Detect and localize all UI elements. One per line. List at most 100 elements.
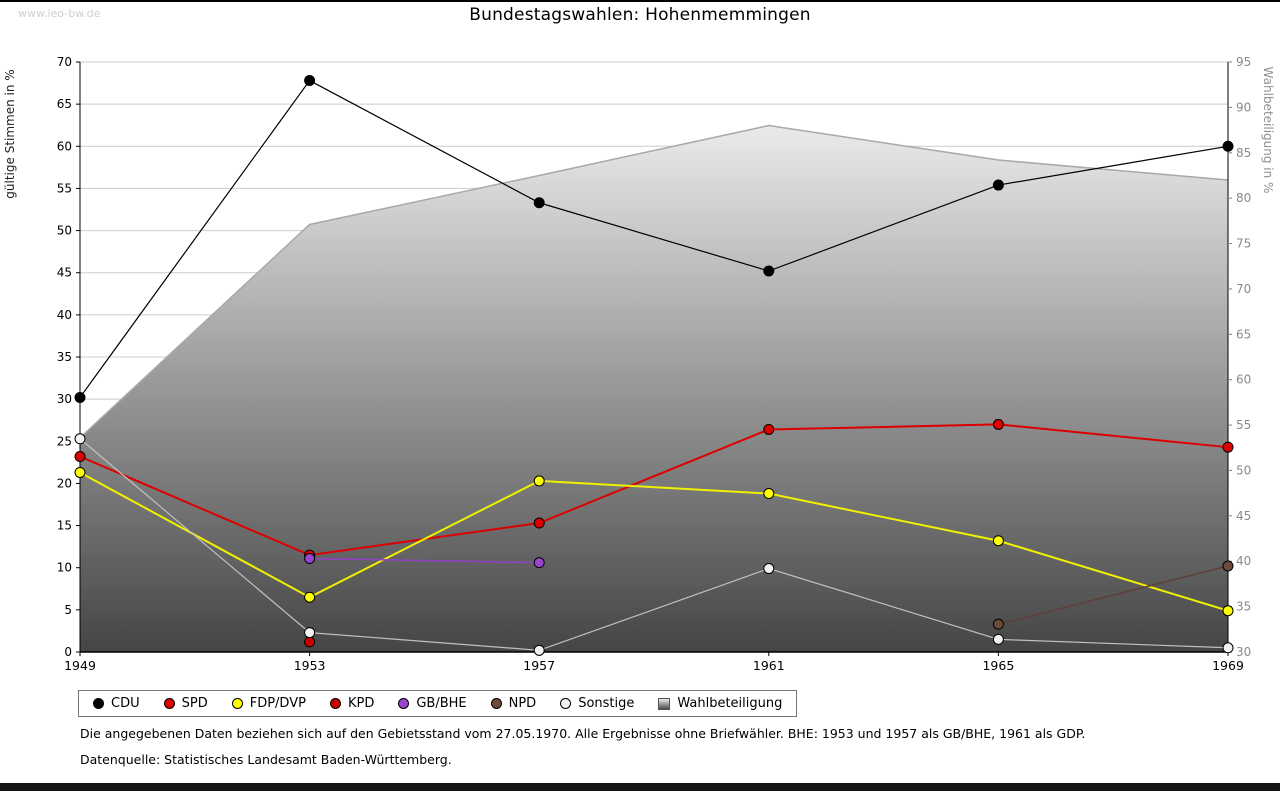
- legend-label-fdp-dvp: FDP/DVP: [249, 696, 306, 711]
- marker-spd: [74, 450, 86, 462]
- svg-text:45: 45: [57, 266, 72, 280]
- marker-spd: [1222, 441, 1234, 453]
- svg-text:90: 90: [1236, 100, 1251, 114]
- svg-text:85: 85: [1236, 146, 1251, 160]
- svg-text:35: 35: [1236, 600, 1251, 614]
- svg-text:1957: 1957: [523, 658, 555, 673]
- marker-gb-bhe: [533, 557, 545, 569]
- svg-text:60: 60: [1236, 373, 1251, 387]
- legend-label-kpd: KPD: [347, 696, 375, 711]
- svg-text:20: 20: [57, 476, 72, 490]
- series-gb-bhe: [304, 552, 545, 569]
- right-axis-title: Wahlbeteiligung in %: [1261, 67, 1275, 194]
- series-marker-icon: [490, 698, 502, 709]
- area-swatch-icon: [658, 697, 671, 710]
- marker-fdp-dvp: [304, 591, 316, 603]
- svg-text:15: 15: [57, 519, 72, 533]
- marker-sonstige: [533, 644, 545, 656]
- marker-sonstige: [992, 633, 1004, 645]
- svg-text:45: 45: [1236, 509, 1251, 523]
- svg-text:10: 10: [57, 561, 72, 575]
- series-marker-icon: [93, 698, 104, 709]
- marker-fdp-dvp: [74, 466, 86, 478]
- marker-npd: [992, 618, 1004, 630]
- marker-fdp-dvp: [763, 488, 775, 500]
- series-kpd: [304, 636, 316, 648]
- series-npd: [992, 560, 1234, 630]
- marker-cdu: [763, 265, 775, 277]
- svg-text:70: 70: [57, 55, 72, 69]
- svg-text:30: 30: [1236, 645, 1251, 659]
- svg-text:30: 30: [57, 392, 72, 406]
- svg-text:1961: 1961: [753, 658, 785, 673]
- footnote-datenquelle: Datenquelle: Statistisches Landesamt Bad…: [80, 752, 452, 767]
- marker-sonstige: [74, 433, 86, 445]
- marker-cdu: [1222, 140, 1234, 152]
- wahlbeteiligung-area: [79, 124, 1229, 653]
- wahlbeteiligung-line: [79, 124, 1229, 439]
- legend-item-gb-bhe: GB/BHE: [398, 696, 467, 711]
- svg-text:25: 25: [57, 434, 72, 448]
- legend-item-kpd: KPD: [329, 696, 375, 711]
- svg-text:1949: 1949: [64, 658, 96, 673]
- svg-text:95: 95: [1236, 55, 1251, 69]
- marker-cdu: [304, 75, 316, 87]
- svg-text:1969: 1969: [1212, 658, 1244, 673]
- marker-gb-bhe: [304, 552, 316, 564]
- legend-item-sonstige: Sonstige: [560, 696, 634, 711]
- marker-sonstige: [304, 627, 316, 639]
- right-axis: 30 35 40 45 50 55 60 65 70 75 80 85 90 95: [1228, 55, 1251, 659]
- marker-fdp-dvp: [992, 535, 1004, 547]
- series-marker-icon: [231, 698, 243, 709]
- legend-item-npd: NPD: [490, 696, 537, 711]
- election-results-chart: 0 5 10 15 20 25 30 35 40 45 50 55 60 65 70 30 35 40 45 50 55…: [3, 55, 1275, 673]
- watermark: www.leo-bw.de: [18, 7, 101, 20]
- legend-label-spd: SPD: [181, 696, 208, 711]
- bottom-border: [0, 783, 1280, 791]
- marker-cdu: [533, 197, 545, 209]
- x-axis: 1949 1953 1957 1961 1965 1969: [64, 652, 1244, 673]
- svg-text:5: 5: [64, 603, 72, 617]
- chart-legend: CDU SPD FDP/DVP KPD GB/BHE NPD Sonstige Wahlbet…: [78, 690, 798, 717]
- legend-label-gb-bhe: GB/BHE: [416, 696, 467, 711]
- svg-text:1953: 1953: [294, 658, 326, 673]
- legend-item-cdu: CDU: [93, 696, 140, 711]
- marker-kpd: [304, 636, 316, 648]
- legend-item-spd: SPD: [163, 696, 208, 711]
- legend-label-cdu: CDU: [111, 696, 140, 711]
- marker-cdu: [992, 179, 1004, 191]
- marker-fdp-dvp: [533, 475, 545, 487]
- svg-text:55: 55: [57, 181, 72, 195]
- series-marker-icon: [398, 698, 410, 709]
- svg-text:80: 80: [1236, 191, 1251, 205]
- svg-text:40: 40: [1236, 554, 1251, 568]
- marker-sonstige: [1222, 642, 1234, 654]
- svg-text:65: 65: [1236, 327, 1251, 341]
- series-fdp-dvp: [74, 466, 1234, 617]
- marker-spd: [992, 418, 1004, 430]
- svg-text:50: 50: [57, 224, 72, 238]
- series-marker-icon: [163, 698, 175, 709]
- marker-cdu: [74, 391, 86, 403]
- series-sonstige: [74, 433, 1234, 656]
- series-cdu: [74, 75, 1234, 403]
- svg-text:1965: 1965: [982, 658, 1014, 673]
- series-marker-icon: [329, 698, 341, 709]
- legend-label-npd: NPD: [508, 696, 537, 711]
- svg-text:0: 0: [64, 645, 72, 659]
- page-title: Bundestagswahlen: Hohenmemmingen: [469, 5, 811, 25]
- footnotes: Die angegebenen Daten beziehen sich auf …: [80, 726, 1085, 778]
- left-axis: 0 5 10 15 20 25 30 35 40 45 50 55 60 65 70: [57, 55, 80, 659]
- svg-text:65: 65: [57, 97, 72, 111]
- legend-item-wahlbeteiligung: Wahlbeteiligung: [658, 696, 782, 711]
- series-marker-icon: [560, 698, 572, 709]
- svg-text:55: 55: [1236, 418, 1251, 432]
- marker-spd: [763, 423, 775, 435]
- legend-item-fdp-dvp: FDP/DVP: [231, 696, 306, 711]
- marker-spd: [533, 517, 545, 529]
- svg-text:35: 35: [57, 350, 72, 364]
- svg-text:40: 40: [57, 308, 72, 322]
- left-axis-title: gültige Stimmen in %: [3, 69, 17, 198]
- marker-sonstige: [763, 563, 775, 575]
